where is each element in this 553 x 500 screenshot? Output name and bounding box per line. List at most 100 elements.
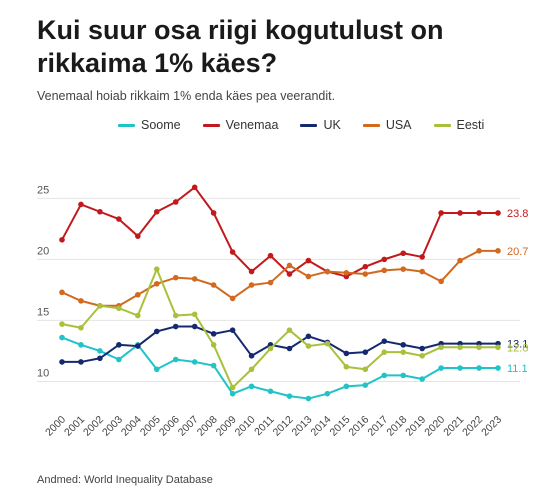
data-point-eesti-2018 <box>400 349 407 355</box>
x-tick-label-2017: 2017 <box>365 414 390 439</box>
data-point-venemaa-2001 <box>78 201 84 208</box>
data-point-venemaa-2016 <box>362 263 369 270</box>
data-point-venemaa-2013 <box>305 257 312 264</box>
data-point-eesti-2006 <box>172 312 179 319</box>
legend-label-venemaa: Venemaa <box>225 118 279 132</box>
series-line-eesti <box>61 268 498 389</box>
y-tick-label-15: 15 <box>37 306 49 318</box>
x-tick-label-2008: 2008 <box>195 414 220 439</box>
data-point-soome-2005 <box>153 366 160 373</box>
data-point-uk-2000 <box>59 359 65 365</box>
data-point-eesti-2012 <box>286 327 293 333</box>
data-point-uk-2013 <box>305 333 312 340</box>
x-tick-label-2000: 2000 <box>43 414 68 439</box>
data-point-eesti-2003 <box>116 305 122 312</box>
data-point-venemaa-2009 <box>229 249 236 255</box>
data-point-venemaa-2004 <box>135 233 141 239</box>
x-tick-label-2006: 2006 <box>157 414 182 439</box>
data-point-uk-2001 <box>78 359 84 365</box>
data-point-venemaa-2003 <box>116 216 122 222</box>
data-point-venemaa-2012 <box>286 271 293 277</box>
end-label-venemaa: 23.8 <box>507 208 528 220</box>
data-point-uk-2002 <box>97 355 103 362</box>
data-point-usa-2017 <box>381 267 388 274</box>
legend-label-soome: Soome <box>141 118 181 132</box>
data-point-usa-2012 <box>286 262 293 269</box>
data-point-uk-2018 <box>400 342 407 348</box>
data-point-uk-2009 <box>229 327 236 333</box>
x-tick-label-2023: 2023 <box>479 414 504 439</box>
data-point-eesti-2005 <box>153 266 160 272</box>
legend-swatch-usa <box>362 123 380 127</box>
data-point-venemaa-2018 <box>400 250 407 257</box>
x-tick-label-2007: 2007 <box>176 414 201 439</box>
series-line-venemaa <box>61 186 498 278</box>
data-point-soome-2013 <box>305 395 312 402</box>
y-tick-label-10: 10 <box>37 367 49 379</box>
legend-item-eesti: Eesti <box>433 118 484 132</box>
data-point-eesti-2001 <box>78 324 84 331</box>
data-point-eesti-2020 <box>438 344 444 351</box>
data-point-soome-2018 <box>400 372 407 379</box>
data-point-eesti-2013 <box>305 343 312 349</box>
data-point-uk-2004 <box>135 343 141 349</box>
x-tick-label-2004: 2004 <box>119 414 144 439</box>
data-point-usa-2019 <box>419 268 425 275</box>
data-point-uk-2008 <box>210 331 217 337</box>
data-point-soome-2008 <box>210 362 217 369</box>
legend-item-soome: Soome <box>118 118 181 132</box>
y-tick-label-25: 25 <box>37 184 49 196</box>
x-tick-label-2014: 2014 <box>309 414 334 439</box>
data-point-eesti-2000 <box>59 321 65 327</box>
data-point-usa-2010 <box>248 282 255 288</box>
data-point-uk-2003 <box>116 342 122 348</box>
data-point-eesti-2019 <box>419 353 425 359</box>
data-point-usa-2020 <box>438 278 444 285</box>
data-point-uk-2007 <box>191 323 198 330</box>
data-point-eesti-2004 <box>135 312 141 319</box>
data-point-usa-2005 <box>153 280 160 287</box>
end-label-uk: 13.1 <box>507 339 528 351</box>
data-point-soome-2021 <box>457 365 463 371</box>
data-point-venemaa-2019 <box>419 254 425 260</box>
x-tick-label-2002: 2002 <box>81 414 106 439</box>
data-point-eesti-2017 <box>381 349 388 355</box>
x-tick-label-2021: 2021 <box>441 414 466 439</box>
line-chart: 10 15 20 25 20002001200220032004200520062007… <box>37 184 528 439</box>
legend-item-uk: UK <box>300 118 341 132</box>
data-point-venemaa-2023 <box>495 210 501 216</box>
data-point-usa-2008 <box>210 282 217 288</box>
data-point-usa-2021 <box>457 257 463 264</box>
data-point-soome-2019 <box>419 376 425 382</box>
legend: Soome Venemaa UK USA Eesti <box>118 118 506 132</box>
data-point-eesti-2007 <box>191 311 198 318</box>
data-point-soome-2010 <box>248 383 255 390</box>
data-point-eesti-2016 <box>362 366 369 373</box>
legend-label-uk: UK <box>323 118 341 132</box>
data-point-venemaa-2021 <box>457 210 463 216</box>
series-line-usa <box>61 249 498 307</box>
data-point-eesti-2015 <box>343 364 350 370</box>
source-note: Andmed: World Inequality Database <box>37 474 213 486</box>
end-label-soome: 11.1 <box>507 363 528 375</box>
data-point-eesti-2022 <box>476 344 482 351</box>
data-point-venemaa-2020 <box>438 210 444 216</box>
data-point-uk-2017 <box>381 338 388 344</box>
series-line-uk <box>62 325 498 363</box>
data-point-uk-2012 <box>286 345 293 352</box>
x-tick-label-2018: 2018 <box>384 414 409 439</box>
data-point-usa-2015 <box>343 270 350 276</box>
chart-title: Kui suur osa riigi kogutulust on rikkaim… <box>37 15 444 78</box>
data-point-usa-2006 <box>172 274 179 281</box>
legend-item-venemaa: Venemaa <box>202 118 279 132</box>
data-point-eesti-2023 <box>495 344 501 351</box>
data-point-venemaa-2000 <box>59 237 65 243</box>
data-point-venemaa-2008 <box>210 210 217 216</box>
data-point-venemaa-2022 <box>476 210 482 216</box>
data-point-soome-2016 <box>362 382 369 388</box>
legend-label-usa: USA <box>385 118 412 132</box>
x-tick-label-2005: 2005 <box>138 414 163 439</box>
x-tick-label-2016: 2016 <box>346 414 371 439</box>
data-point-soome-2015 <box>343 383 350 390</box>
data-point-usa-2011 <box>267 279 274 286</box>
